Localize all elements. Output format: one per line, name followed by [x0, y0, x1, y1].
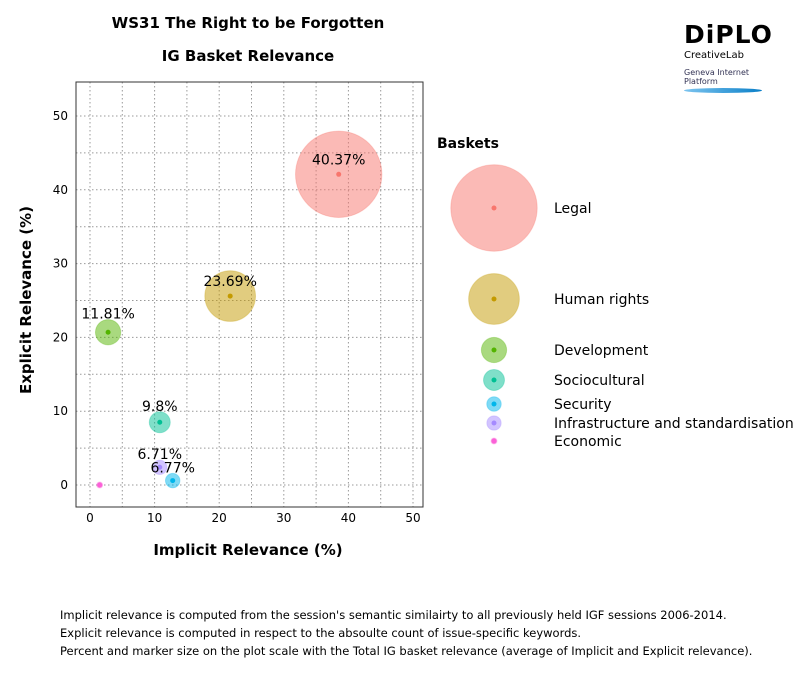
chart-subtitle: IG Basket Relevance — [161, 47, 335, 65]
plot-frame — [75, 81, 424, 508]
diplo-logo: DiPLO CreativeLab Geneva Internet Platfo… — [684, 22, 774, 93]
legend-label: Economic — [554, 434, 622, 450]
x-tick-label: 40 — [341, 511, 356, 525]
legend: Legal Human rights Development Sociocultura… — [450, 164, 794, 450]
legend-key-dot — [491, 347, 497, 353]
bubble-center-dot — [157, 464, 163, 470]
legend-label: Human rights — [554, 292, 649, 308]
legend-label: Security — [554, 397, 612, 413]
legend-key-dot — [491, 205, 497, 211]
y-tick-label: 20 — [53, 330, 68, 344]
legend-label: Sociocultural — [554, 373, 645, 389]
x-tick-label: 30 — [276, 511, 291, 525]
legend-label: Legal — [554, 201, 592, 217]
legend-label: Development — [554, 343, 649, 359]
data-label: 9.8% — [142, 399, 178, 415]
data-label: 6.71% — [138, 447, 182, 463]
bubbles — [94, 130, 383, 489]
bubble-center-dot — [105, 329, 111, 335]
x-tick-label: 0 — [86, 511, 94, 525]
logo-tagline: Geneva Internet Platform — [684, 68, 750, 86]
bubble-center-dot — [227, 293, 233, 299]
logo-swoosh — [684, 88, 762, 93]
bubble-center-dot — [170, 478, 176, 484]
data-label: 11.81% — [81, 307, 134, 323]
ticks: 0 10 20 30 40 50 0 10 20 30 40 50 — [53, 109, 421, 525]
bubble-center-dot — [97, 482, 103, 488]
chart-title: WS31 The Right to be Forgotten — [111, 14, 385, 32]
logo-sub: CreativeLab — [684, 50, 744, 61]
x-axis-label: Implicit Relevance (%) — [153, 541, 342, 559]
data-label: 23.69% — [203, 274, 256, 290]
x-tick-label: 20 — [212, 511, 227, 525]
x-tick-label: 10 — [147, 511, 162, 525]
y-axis-label: Explicit Relevance (%) — [17, 206, 35, 394]
bubble-center-dot — [336, 171, 342, 177]
logo-brand: DiPLO — [684, 20, 773, 49]
legend-key-dot — [491, 401, 497, 407]
y-tick-label: 30 — [53, 257, 68, 271]
y-tick-label: 40 — [53, 183, 68, 197]
legend-key-dot — [491, 296, 497, 302]
y-tick-label: 50 — [53, 109, 68, 123]
y-tick-label: 0 — [60, 478, 68, 492]
x-tick-label: 50 — [405, 511, 420, 525]
footnote: Implicit relevance is computed from the … — [60, 608, 727, 622]
data-labels: 40.37% 23.69% 11.81% 9.8% 6.77%6.71% — [81, 152, 365, 476]
legend-title: Baskets — [437, 136, 499, 152]
legend-key-dot — [491, 420, 497, 426]
footnote: Explicit relevance is computed in respec… — [60, 626, 582, 640]
data-label: 40.37% — [312, 152, 365, 168]
legend-label: Infrastructure and standardisation — [554, 416, 794, 432]
footnotes: Implicit relevance is computed from the … — [60, 606, 752, 660]
bubble-chart: 0 10 20 30 40 50 0 10 20 30 40 50 40.37% 23.69% 11.81… — [17, 81, 794, 559]
data-label: 6.77% — [150, 460, 194, 476]
footnote: Percent and marker size on the plot scal… — [60, 644, 753, 658]
bubble-center-dot — [157, 419, 163, 425]
legend-key-dot — [491, 438, 497, 444]
legend-key-dot — [491, 377, 497, 383]
y-tick-label: 10 — [53, 404, 68, 418]
